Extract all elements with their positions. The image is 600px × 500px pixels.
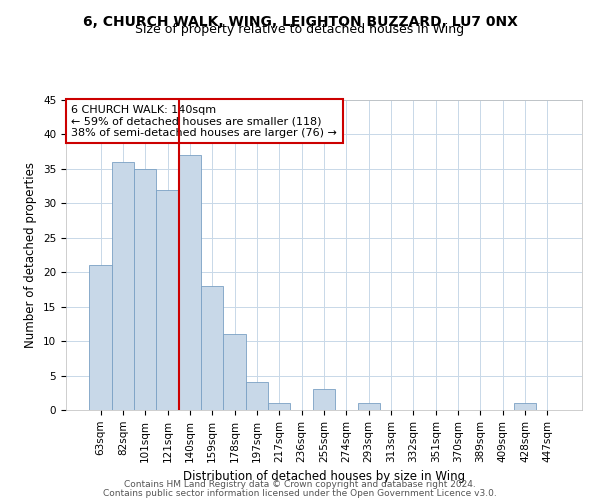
Text: 6 CHURCH WALK: 140sqm
← 59% of detached houses are smaller (118)
38% of semi-det: 6 CHURCH WALK: 140sqm ← 59% of detached … [71, 104, 337, 138]
Bar [157, 190, 179, 410]
Text: 6, CHURCH WALK, WING, LEIGHTON BUZZARD, LU7 0NX: 6, CHURCH WALK, WING, LEIGHTON BUZZARD, … [83, 15, 517, 29]
Bar [358, 403, 380, 410]
Text: Contains HM Land Registry data © Crown copyright and database right 2024.: Contains HM Land Registry data © Crown c… [124, 480, 476, 489]
Bar [89, 266, 112, 410]
X-axis label: Distribution of detached houses by size in Wing: Distribution of detached houses by size … [183, 470, 465, 483]
Y-axis label: Number of detached properties: Number of detached properties [25, 162, 37, 348]
Bar [514, 403, 536, 410]
Text: Contains public sector information licensed under the Open Government Licence v3: Contains public sector information licen… [103, 489, 497, 498]
Bar [313, 390, 335, 410]
Bar [201, 286, 223, 410]
Bar [223, 334, 246, 410]
Text: Size of property relative to detached houses in Wing: Size of property relative to detached ho… [136, 22, 464, 36]
Bar [268, 403, 290, 410]
Bar [112, 162, 134, 410]
Bar [246, 382, 268, 410]
Bar [179, 155, 201, 410]
Bar [134, 169, 157, 410]
